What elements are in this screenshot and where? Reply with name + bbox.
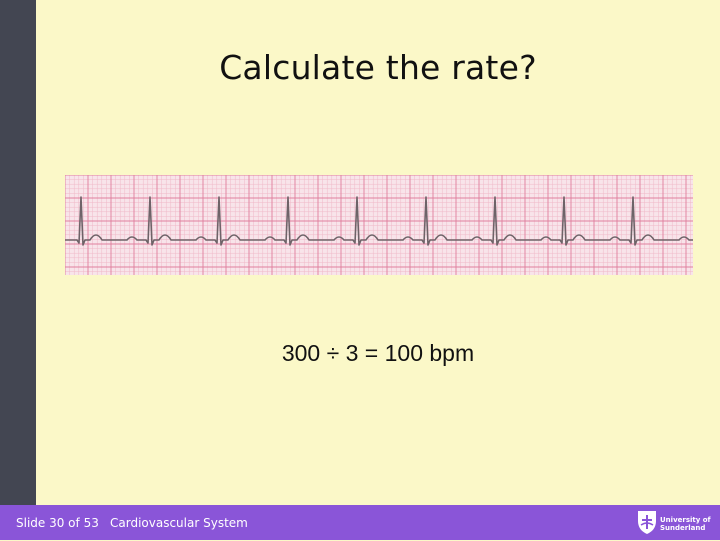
slide-number: Slide 30 of 53 bbox=[16, 516, 99, 530]
ecg-trace bbox=[65, 196, 693, 246]
rate-formula: 300 ÷ 3 = 100 bpm bbox=[281, 340, 475, 366]
ecg-strip-image bbox=[65, 175, 693, 275]
course-title: Cardiovascular System bbox=[110, 516, 248, 530]
slide-title: Calculate the rate? bbox=[219, 48, 537, 87]
footer-bar: Slide 30 of 53 Cardiovascular System Uni… bbox=[0, 505, 720, 540]
logo-text: University of Sunderland bbox=[660, 516, 711, 532]
university-logo: University of Sunderland bbox=[636, 508, 716, 538]
university-shield-icon bbox=[638, 511, 656, 534]
ecg-grid-minor bbox=[65, 175, 693, 275]
left-sidebar-bar bbox=[0, 0, 36, 505]
logo-line-1: University of bbox=[660, 516, 711, 524]
ecg-grid-major bbox=[65, 175, 693, 275]
logo-line-2: Sunderland bbox=[660, 524, 706, 532]
